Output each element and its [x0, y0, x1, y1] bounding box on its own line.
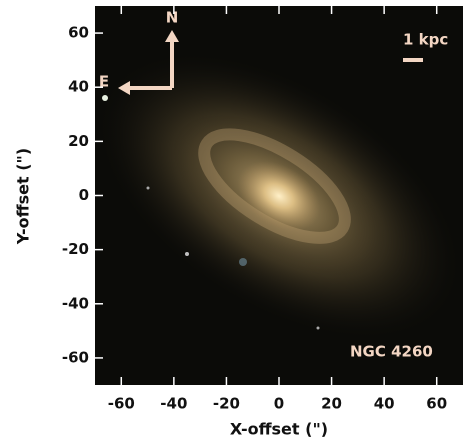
y-tick-label: 0 — [79, 186, 89, 204]
y-tick-label: -20 — [62, 240, 89, 258]
x-tick-label: -40 — [160, 395, 187, 413]
y-tick-label: -60 — [62, 348, 89, 366]
y-tick-label: -40 — [62, 294, 89, 312]
x-tick-label: 20 — [321, 395, 342, 413]
object-label: NGC 4260 — [350, 343, 433, 361]
x-axis-label: X-offset (") — [230, 420, 328, 439]
y-axis-label: Y-offset (") — [14, 148, 33, 245]
scale-label: 1 kpc — [403, 31, 448, 49]
y-tick-label: 20 — [68, 132, 89, 150]
x-tick-label: -20 — [213, 395, 240, 413]
x-tick-label: 60 — [426, 395, 447, 413]
figure: N E 1 kpc NGC 4260 X-offset (") Y-offset… — [0, 0, 463, 443]
x-tick-label: 40 — [374, 395, 395, 413]
x-tick-label: 0 — [274, 395, 284, 413]
y-tick-label: 60 — [68, 24, 89, 42]
north-label: N — [166, 9, 179, 27]
y-tick-label: 40 — [68, 78, 89, 96]
x-tick-label: -60 — [108, 395, 135, 413]
galaxy-image — [51, 0, 463, 395]
